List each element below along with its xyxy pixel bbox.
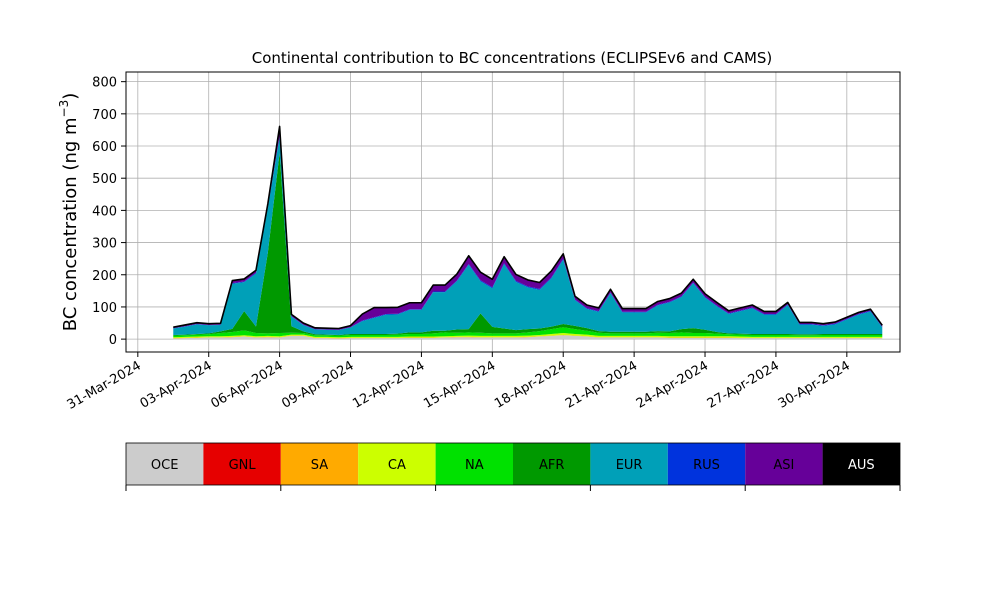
y-tick-label-2: 200 xyxy=(92,269,117,284)
y-tick-label-6: 600 xyxy=(92,140,117,155)
plot-frame xyxy=(125,71,901,353)
x-tick-label-7: 21-Apr-2024 xyxy=(563,358,640,411)
y-axis-label-main: BC concentration (ng m xyxy=(60,117,81,331)
x-tick-label-0: 31-Mar-2024 xyxy=(65,358,144,412)
chart-title: Continental contribution to BC concentra… xyxy=(252,49,773,67)
legend-label-asi: ASI xyxy=(773,458,794,473)
area-eur xyxy=(173,136,883,335)
x-tick-label-3: 09-Apr-2024 xyxy=(279,358,356,411)
y-axis-label-exponent: −3 xyxy=(57,100,71,118)
x-tick-label-2: 06-Apr-2024 xyxy=(208,358,285,411)
stacked-areas xyxy=(173,125,883,340)
legend-swatch-rus xyxy=(667,443,746,485)
x-axis-ticks: 31-Mar-202403-Apr-202406-Apr-202409-Apr-… xyxy=(65,352,853,413)
legend: OCE GNL SA CA NA AFR EUR RUS ASI AUS xyxy=(125,442,901,491)
legend-swatch-oce xyxy=(126,443,204,485)
x-tick-label-5: 15-Apr-2024 xyxy=(421,358,498,411)
legend-swatch-ca xyxy=(358,443,436,485)
legend-swatch-sa xyxy=(280,443,359,485)
legend-label-aus: AUS xyxy=(848,458,875,473)
legend-swatch-na xyxy=(435,443,513,485)
y-axis-label-close: ) xyxy=(60,93,81,100)
y-tick-label-7: 700 xyxy=(92,108,117,123)
legend-label-na: NA xyxy=(465,458,484,473)
axes xyxy=(125,71,901,353)
legend-swatch-asi xyxy=(745,443,823,485)
area-sa xyxy=(173,334,883,339)
x-tick-label-4: 12-Apr-2024 xyxy=(350,358,427,411)
x-tick-label-6: 18-Apr-2024 xyxy=(492,358,569,411)
x-tick-label-1: 03-Apr-2024 xyxy=(138,358,215,411)
area-na xyxy=(173,327,883,338)
y-tick-label-8: 800 xyxy=(92,76,117,91)
y-tick-label-4: 400 xyxy=(92,204,117,219)
legend-label-gnl: GNL xyxy=(229,458,257,473)
legend-label-rus: RUS xyxy=(693,458,720,473)
x-tick-label-8: 24-Apr-2024 xyxy=(634,358,711,411)
legend-label-afr: AFR xyxy=(539,458,564,473)
area-afr xyxy=(173,152,883,336)
y-axis-ticks: 0 100 200 300 400 500 600 700 800 xyxy=(92,76,126,348)
y-tick-label-5: 500 xyxy=(92,172,117,187)
legend-label-ca: CA xyxy=(388,458,406,473)
legend-swatch-aus xyxy=(822,443,900,485)
total-outline xyxy=(173,125,883,330)
legend-swatch-eur xyxy=(590,443,668,485)
legend-label-oce: OCE xyxy=(151,458,179,473)
legend-swatch-gnl xyxy=(203,443,281,485)
y-axis-label: BC concentration (ng m−3) xyxy=(57,93,81,332)
legend-label-sa: SA xyxy=(311,458,328,473)
x-tick-label-10: 30-Apr-2024 xyxy=(776,358,853,411)
y-tick-label-0: 0 xyxy=(109,333,117,348)
legend-frame xyxy=(125,442,901,486)
legend-label-eur: EUR xyxy=(616,458,643,473)
legend-swatch-afr xyxy=(513,443,591,485)
y-tick-label-1: 100 xyxy=(92,301,117,316)
x-tick-label-9: 27-Apr-2024 xyxy=(705,358,782,411)
y-tick-label-3: 300 xyxy=(92,237,117,252)
